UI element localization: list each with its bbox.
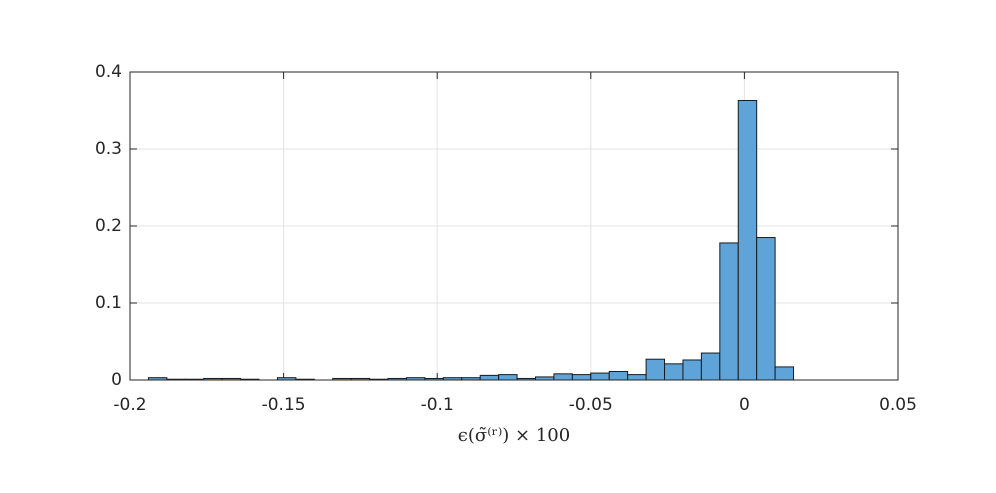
y-tick-label: 0.4 <box>95 62 122 82</box>
bar <box>498 374 518 381</box>
bar <box>627 374 647 381</box>
bar <box>553 373 573 381</box>
bar <box>719 242 739 381</box>
x-tick-label: 0 <box>739 395 750 415</box>
x-tick-label: -0.15 <box>262 395 306 415</box>
y-tick-label: 0 <box>111 370 122 390</box>
bar <box>664 363 684 381</box>
bar <box>756 237 776 381</box>
bar <box>608 371 629 381</box>
bar <box>645 358 666 381</box>
bar <box>682 359 702 381</box>
x-tick-label: -0.2 <box>113 395 146 415</box>
y-tick-label: 0.1 <box>95 293 122 313</box>
bar <box>479 374 500 381</box>
x-tick-label: 0.05 <box>879 395 917 415</box>
plot-frame <box>129 71 899 381</box>
x-tick-label: -0.1 <box>421 395 454 415</box>
y-tick-label: 0.2 <box>95 216 122 236</box>
bar <box>737 99 758 381</box>
bar <box>571 374 592 381</box>
bar <box>590 372 610 381</box>
bar <box>774 366 795 381</box>
x-axis-label: ϵ(σ̃⁽ʳ⁾) × 100 <box>458 425 570 446</box>
bar <box>700 352 721 381</box>
x-tick-label: -0.05 <box>569 395 613 415</box>
y-tick-label: 0.3 <box>95 139 122 159</box>
